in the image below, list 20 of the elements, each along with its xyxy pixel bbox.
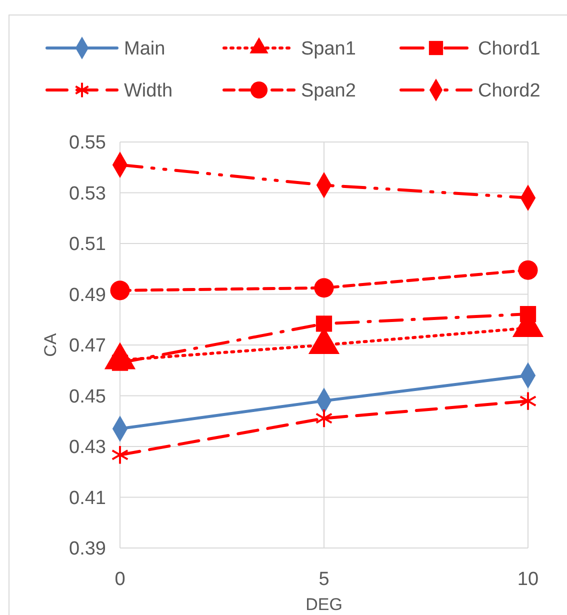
legend-label: Chord1 [478,38,540,60]
x-tick-label: 0 [114,569,126,590]
y-tick-label: 0.55 [69,132,106,154]
y-tick-label: 0.53 [69,183,106,204]
legend-label: Width [124,80,173,102]
y-axis-title: CA [41,332,60,357]
legend-label: Span1 [301,38,356,60]
y-tick-label: 0.41 [69,488,106,509]
legend-label: Main [124,38,166,60]
y-tick-label: 0.39 [69,538,106,560]
x-tick-label: 5 [318,569,330,590]
legend-label: Chord2 [478,80,540,102]
y-tick-label: 0.49 [69,284,106,306]
y-tick-label: 0.51 [69,234,106,256]
y-tick-label: 0.45 [69,386,106,408]
legend-label: Span2 [301,80,356,102]
y-tick-label: 0.43 [69,437,106,458]
x-tick-label: 10 [517,569,539,590]
x-axis-title: DEG [306,595,342,614]
y-tick-label: 0.47 [69,336,106,357]
